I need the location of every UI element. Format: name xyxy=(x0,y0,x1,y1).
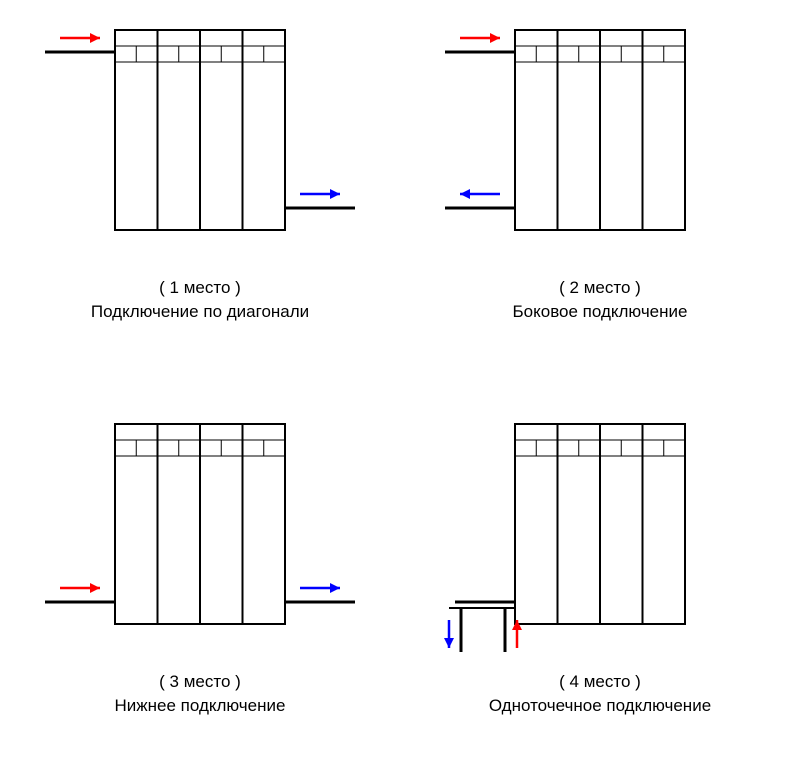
diagram-2 xyxy=(440,20,760,260)
diagram-4 xyxy=(440,414,760,654)
panel-4-rank: ( 4 место ) xyxy=(489,670,711,694)
panel-3-rank: ( 3 место ) xyxy=(115,670,286,694)
panel-1: ( 1 место ) Подключение по диагонали xyxy=(20,20,380,354)
diagram-1 xyxy=(40,20,360,260)
panel-3-title: Нижнее подключение xyxy=(115,694,286,718)
diagram-3 xyxy=(40,414,360,654)
panel-4-labels: ( 4 место ) Одноточечное подключение xyxy=(489,670,711,718)
panel-1-rank: ( 1 место ) xyxy=(91,276,309,300)
panel-1-labels: ( 1 место ) Подключение по диагонали xyxy=(91,276,309,324)
panel-2-labels: ( 2 место ) Боковое подключение xyxy=(513,276,688,324)
diagram-grid: ( 1 место ) Подключение по диагонали ( 2… xyxy=(20,20,780,748)
panel-3-labels: ( 3 место ) Нижнее подключение xyxy=(115,670,286,718)
panel-2: ( 2 место ) Боковое подключение xyxy=(420,20,780,354)
panel-2-rank: ( 2 место ) xyxy=(513,276,688,300)
panel-4: ( 4 место ) Одноточечное подключение xyxy=(420,414,780,748)
panel-1-title: Подключение по диагонали xyxy=(91,300,309,324)
panel-3: ( 3 место ) Нижнее подключение xyxy=(20,414,380,748)
panel-4-title: Одноточечное подключение xyxy=(489,694,711,718)
panel-2-title: Боковое подключение xyxy=(513,300,688,324)
